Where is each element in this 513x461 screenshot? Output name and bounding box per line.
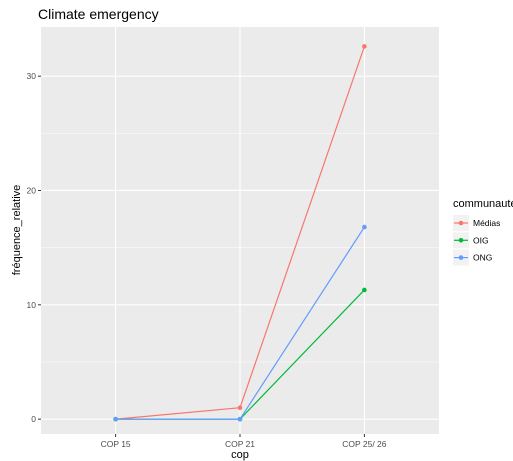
legend-key-point-oig — [458, 238, 464, 243]
x-tick-label: COP 21 — [225, 439, 255, 449]
chart-title: Climate emergency — [38, 6, 159, 22]
y-tick-label: 0 — [31, 414, 36, 424]
y-axis: 0 10 20 30 — [27, 71, 41, 424]
data-point-ong — [362, 224, 367, 230]
data-point-ong — [113, 416, 118, 422]
legend-title: communauté — [453, 198, 513, 210]
series-layer — [113, 44, 367, 422]
data-point-medias — [237, 405, 243, 411]
y-tick-label: 30 — [27, 71, 37, 81]
y-tick-label: 10 — [27, 300, 37, 310]
y-axis-title: fréquence_relative — [11, 185, 23, 276]
legend-label-medias: Médias — [473, 218, 500, 228]
x-axis-title: cop — [231, 449, 249, 461]
legend-key-point-medias — [458, 220, 464, 226]
data-point-medias — [362, 44, 367, 49]
data-point-ong — [237, 416, 243, 422]
x-axis: COP 15 COP 21 COP 25/ 26 — [101, 434, 387, 449]
x-tick-label: COP 15 — [101, 439, 131, 449]
major-gridlines — [41, 27, 439, 434]
legend-label-ong: ONG — [473, 253, 492, 263]
legend-label-oig: OIG — [473, 235, 489, 245]
data-point-oig — [362, 287, 367, 293]
y-tick-label: 20 — [27, 185, 37, 195]
legend-key-point-ong — [458, 255, 464, 260]
x-tick-label: COP 25/ 26 — [342, 439, 387, 449]
legend: communauté Médias OIG ONG — [453, 198, 513, 266]
